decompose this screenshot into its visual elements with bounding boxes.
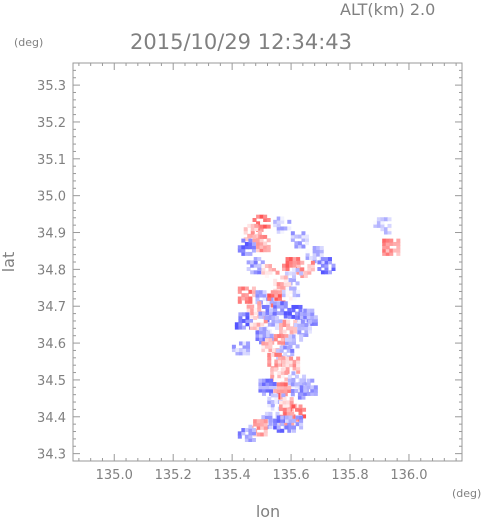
data-cell xyxy=(299,308,318,326)
x-unit-label: (deg) xyxy=(452,487,481,500)
data-cell xyxy=(299,378,318,396)
plot-frame xyxy=(72,62,463,462)
data-cell xyxy=(317,257,336,275)
data-cell xyxy=(237,238,256,256)
y-tick-label: 34.8 xyxy=(37,263,66,278)
data-cells xyxy=(231,214,401,442)
data-cell xyxy=(290,231,309,249)
data-cell xyxy=(237,424,256,442)
y-tick-label: 34.7 xyxy=(37,300,66,315)
data-cell xyxy=(231,341,251,356)
x-axis-label: lon xyxy=(256,502,280,521)
x-tick-label: 135.6 xyxy=(272,468,309,483)
data-cell xyxy=(284,415,304,433)
y-tick-label: 35.0 xyxy=(37,190,66,205)
data-cell xyxy=(273,216,292,234)
timestamp-title: 2015/10/29 12:34:43 xyxy=(130,30,352,54)
y-tick-label: 35.3 xyxy=(37,79,66,94)
axis-ticks: 135.0 135.2 135.4 135.6 135.8 136.0 34.3 34.4 34… xyxy=(37,63,462,483)
y-unit-label: (deg) xyxy=(14,36,43,49)
y-tick-label: 34.6 xyxy=(37,337,66,352)
y-tick-label: 35.1 xyxy=(37,153,66,168)
y-tick-label: 34.4 xyxy=(37,411,66,426)
data-cell xyxy=(273,301,292,319)
y-tick-label: 34.3 xyxy=(37,448,66,463)
x-tick-label: 135.8 xyxy=(331,468,368,483)
y-axis-label: lat xyxy=(0,252,18,273)
x-tick-label: 135.0 xyxy=(96,468,133,483)
data-cell xyxy=(237,286,256,304)
data-cell xyxy=(382,238,401,256)
data-cell xyxy=(261,264,280,279)
y-tick-label: 34.5 xyxy=(37,374,66,389)
data-cell xyxy=(373,217,392,235)
data-cell xyxy=(267,352,286,371)
data-cell xyxy=(252,234,271,253)
altitude-label: ALT(km) 2.0 xyxy=(340,0,435,19)
x-tick-label: 135.2 xyxy=(155,468,192,483)
y-tick-label: 35.2 xyxy=(37,116,66,131)
x-tick-label: 136.0 xyxy=(390,468,427,483)
x-tick-label: 135.4 xyxy=(214,468,251,483)
y-tick-label: 34.9 xyxy=(37,227,66,242)
